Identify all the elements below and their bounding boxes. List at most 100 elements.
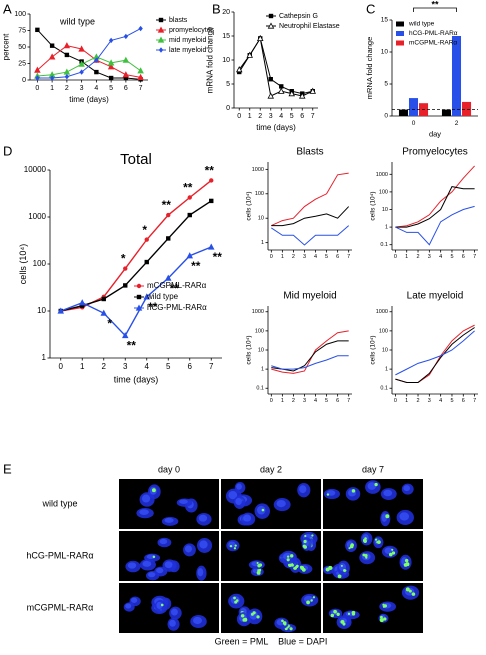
y-tick-label: 1 [385, 367, 388, 373]
legend-label: wild type [408, 21, 435, 28]
pml-dot [286, 555, 290, 558]
column-label: day 2 [260, 464, 282, 474]
pml-dot [261, 508, 265, 512]
pml-dot [233, 547, 237, 550]
legend-label: promyelocytes [169, 27, 215, 34]
x-tick-label: 1 [405, 254, 408, 260]
x-tick-label: 1 [80, 362, 85, 371]
marker [35, 27, 40, 33]
pml-dot [310, 599, 313, 602]
y-tick-label: 100 [255, 191, 264, 197]
x-tick-label: 5 [166, 362, 171, 371]
nucleus-core [384, 547, 394, 555]
nucleus-core [383, 489, 393, 497]
x-tick-label: 6 [300, 113, 304, 120]
column-label: day 7 [362, 464, 384, 474]
x-tick-label: 7 [347, 398, 350, 404]
pml-dot [160, 603, 164, 607]
y-tick-label: 0.1 [380, 386, 388, 392]
nucleus-core [199, 540, 208, 549]
bar [462, 101, 472, 116]
x-tick-label: 7 [347, 254, 350, 260]
pml-dot [242, 618, 246, 622]
nucleus-core [131, 597, 138, 603]
annotation: * [107, 316, 112, 330]
y-tick-label: 10 [382, 207, 388, 213]
y-tick-label: 10 [258, 216, 264, 222]
x-tick-label: 4 [145, 362, 150, 371]
nucleus-core [197, 568, 204, 577]
x-tick-label: 6 [336, 254, 339, 260]
pml-dot [290, 554, 294, 558]
marker [64, 74, 70, 80]
pml-dot [256, 615, 260, 619]
pml-dot [351, 489, 356, 493]
pml-dot [311, 534, 314, 537]
y-tick-label: 0 [22, 77, 26, 84]
x-tick-label: 2 [258, 113, 262, 120]
pml-dot [333, 609, 337, 614]
x-tick-label: 6 [462, 398, 465, 404]
marker [209, 198, 214, 204]
y-tick-label: 25 [18, 60, 26, 67]
row-label: mCGPML-RARα [27, 602, 94, 612]
x-tick-label: 2 [292, 254, 295, 260]
x-tick-label: 5 [109, 85, 113, 92]
pml-dot [363, 539, 367, 543]
marker [107, 63, 115, 70]
nucleus-core [139, 509, 149, 515]
x-tick-label: 2 [455, 120, 459, 127]
marker [94, 57, 99, 63]
y-tick-label: 10 [37, 306, 46, 315]
y-tick-label: 75 [18, 27, 26, 34]
marker [108, 75, 114, 81]
nucleus-core [127, 562, 137, 569]
series-line [395, 186, 475, 228]
marker [49, 43, 55, 48]
legend-label: mid myeloid [169, 37, 206, 44]
y-tick-label: 15 [381, 17, 389, 24]
pml-dot [312, 596, 316, 599]
pml-dot [350, 543, 354, 547]
legend-marker [136, 283, 142, 289]
nucleus-core [184, 545, 193, 553]
annotation: * [121, 252, 126, 266]
pml-dot [374, 482, 378, 487]
legend-label: hCG-PML-RARα [147, 303, 207, 312]
marker [209, 178, 214, 183]
marker [63, 68, 71, 75]
x-tick-label: 5 [325, 254, 328, 260]
pml-dot [374, 538, 378, 541]
x-tick-label: 7 [311, 113, 315, 120]
pml-dot [240, 614, 245, 618]
marker [57, 307, 65, 314]
pml-dot [411, 592, 416, 596]
series-line [238, 37, 313, 95]
annotation: ** [162, 198, 172, 212]
x-tick-label: 0 [394, 398, 397, 404]
series-line [395, 165, 475, 228]
y-tick-label: 1000 [252, 167, 264, 173]
nucleus-core [228, 490, 238, 500]
y-tick-label: 10 [258, 347, 264, 353]
legend-marker [158, 47, 164, 53]
pml-dot [233, 596, 236, 600]
y-axis-label: cells (10⁴) [369, 335, 376, 364]
y-tick-label: 0.1 [380, 242, 388, 248]
y-tick-label: 10000 [24, 165, 47, 174]
pml-dot [340, 564, 343, 567]
panel-label: A [3, 1, 12, 16]
x-tick-label: 7 [139, 85, 143, 92]
legend-swatch [396, 21, 404, 27]
pml-dot [288, 563, 292, 568]
chart-title: wild type [59, 16, 95, 26]
pml-dot [383, 617, 387, 621]
marker [123, 283, 128, 288]
y-tick-label: 0 [384, 113, 388, 120]
marker [279, 84, 284, 89]
pml-dot [340, 620, 345, 624]
y-tick-label: 5 [226, 81, 230, 88]
y-axis-label: cells (10⁴) [245, 335, 252, 364]
pml-dot [234, 544, 237, 547]
x-tick-label: 3 [80, 85, 84, 92]
